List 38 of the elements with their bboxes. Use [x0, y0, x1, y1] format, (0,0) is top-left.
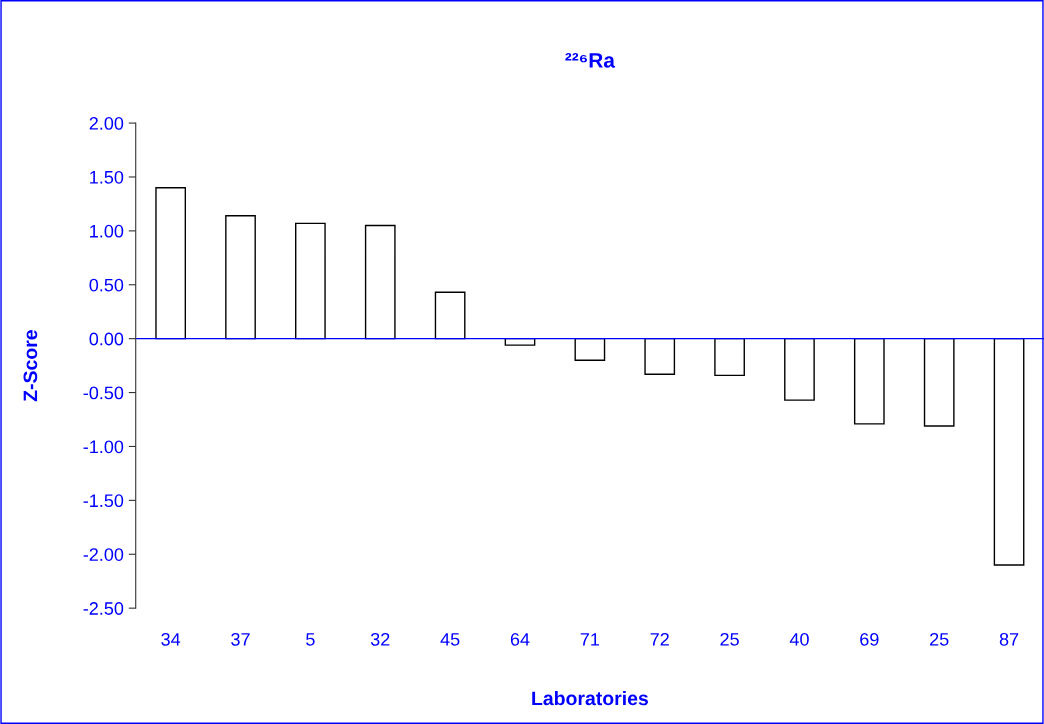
x-axis-title: Laboratories: [532, 690, 648, 706]
y-tick-label: -1.00: [83, 440, 124, 454]
y-tick-label: -2.00: [83, 548, 124, 561]
x-tick-label: 25: [720, 632, 739, 646]
y-axis-title: Z-Score: [23, 330, 38, 402]
y-tick-label: -2.50: [83, 602, 124, 615]
x-tick-label: 34: [161, 632, 181, 646]
y-tick-label: -0.50: [83, 386, 124, 400]
x-tick-label: 71: [580, 633, 600, 646]
bar: [155, 187, 187, 340]
x-tick-label: 69: [860, 632, 879, 646]
bar: [714, 337, 745, 377]
y-tick-label: 0.00: [89, 332, 124, 346]
y-tick-label: 2.00: [89, 117, 124, 130]
x-tick-label: 5: [306, 633, 315, 646]
chart-title: ²²⁶Ra: [565, 53, 616, 68]
bar: [574, 337, 606, 361]
bar: [853, 337, 885, 425]
y-tick-label: -1.50: [83, 494, 124, 508]
x-tick-label: 64: [510, 632, 530, 646]
bar: [993, 337, 1025, 566]
x-tick-label: 72: [650, 632, 669, 646]
bar: [225, 215, 256, 340]
x-tick-label: 45: [440, 633, 460, 646]
x-tick-label: 40: [789, 632, 809, 646]
x-tick-label: 87: [999, 632, 1019, 646]
x-tick-label: 32: [370, 632, 390, 646]
bar: [434, 291, 466, 340]
bar: [644, 337, 676, 375]
bar: [923, 337, 955, 427]
y-tick-label: 1.00: [90, 224, 124, 238]
bar: [364, 224, 396, 340]
y-tick-label: 1.50: [90, 170, 124, 184]
bar: [784, 337, 815, 401]
bar: [295, 222, 326, 340]
y-tick-label: 0.50: [89, 278, 124, 292]
x-tick-label: 37: [231, 632, 250, 646]
x-tick-label: 25: [930, 632, 949, 646]
